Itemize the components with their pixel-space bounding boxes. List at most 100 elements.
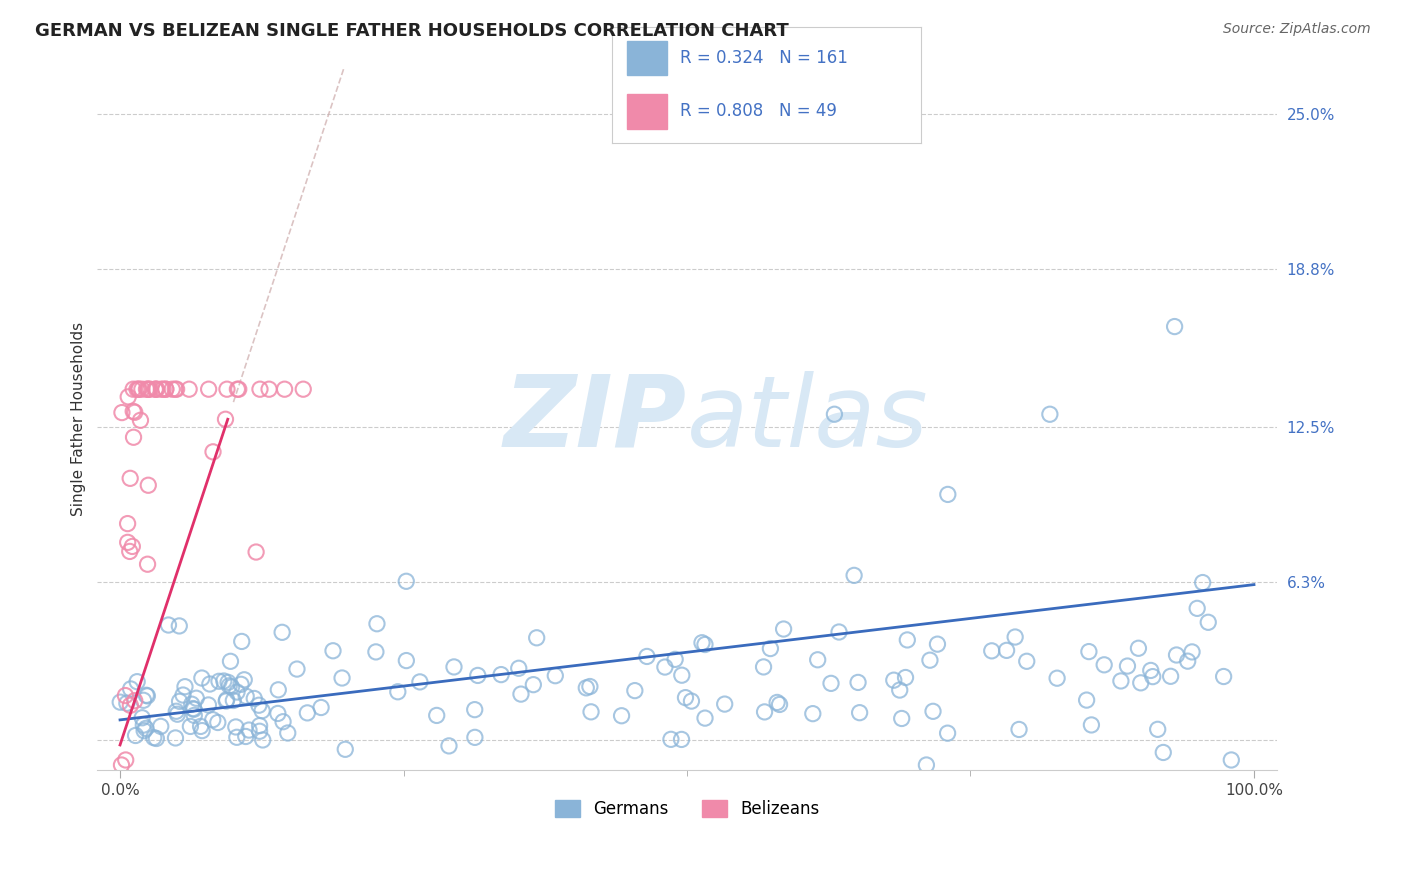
Point <box>426 708 449 723</box>
Point <box>142 731 165 745</box>
Point <box>1166 648 1188 662</box>
Point <box>848 706 870 720</box>
Point <box>243 691 266 706</box>
Point <box>766 695 789 709</box>
Point <box>823 407 845 421</box>
Point <box>114 689 136 703</box>
Point <box>190 719 212 733</box>
Point <box>233 673 256 687</box>
Point <box>772 622 794 636</box>
Point <box>181 701 204 715</box>
Point <box>395 574 418 589</box>
Point <box>180 697 202 711</box>
Point <box>610 708 633 723</box>
Legend: Germans, Belizeans: Germans, Belizeans <box>548 793 825 825</box>
Point <box>218 679 240 693</box>
Point <box>915 758 938 772</box>
Point <box>201 713 224 727</box>
Point <box>292 382 315 396</box>
Point <box>122 382 145 396</box>
Point <box>1077 644 1099 658</box>
Point <box>249 382 271 396</box>
Point <box>1220 753 1243 767</box>
Point <box>330 671 353 685</box>
Point <box>894 671 917 685</box>
Point <box>579 680 602 694</box>
Point <box>183 702 205 716</box>
Point <box>117 390 139 404</box>
Point <box>671 668 693 682</box>
Point <box>395 654 418 668</box>
Point <box>127 674 149 689</box>
Point <box>249 718 271 732</box>
Point <box>883 673 905 688</box>
Point <box>229 677 252 691</box>
Point <box>129 413 152 427</box>
Point <box>150 382 173 396</box>
Point <box>114 753 136 767</box>
Point <box>122 404 145 418</box>
Point <box>1128 641 1150 656</box>
Point <box>136 478 159 492</box>
Point <box>267 706 290 721</box>
Point <box>1152 746 1174 760</box>
Point <box>1008 723 1031 737</box>
Point <box>1185 601 1208 615</box>
Point <box>1181 645 1204 659</box>
Point <box>117 535 139 549</box>
Point <box>659 732 682 747</box>
Point <box>208 674 231 689</box>
Point <box>226 382 249 396</box>
Point <box>1212 669 1234 683</box>
Point <box>387 685 409 699</box>
Point <box>846 675 869 690</box>
Point <box>664 652 686 666</box>
Point <box>207 715 229 730</box>
Point <box>752 660 775 674</box>
Point <box>690 636 713 650</box>
Point <box>654 660 676 674</box>
Point <box>820 676 842 690</box>
Point <box>522 678 544 692</box>
Text: atlas: atlas <box>688 371 928 467</box>
Point <box>217 675 239 690</box>
Point <box>131 711 153 725</box>
Point <box>579 705 602 719</box>
Point <box>364 645 387 659</box>
Point <box>1080 718 1102 732</box>
Text: R = 0.808   N = 49: R = 0.808 N = 49 <box>679 103 837 120</box>
Point <box>132 718 155 732</box>
Point <box>128 382 150 396</box>
Text: R = 0.324   N = 161: R = 0.324 N = 161 <box>679 49 848 67</box>
Point <box>169 694 191 708</box>
Point <box>464 703 486 717</box>
Point <box>136 689 159 703</box>
Point <box>1015 654 1038 668</box>
Point <box>120 471 142 485</box>
Point <box>202 445 225 459</box>
Point <box>235 690 257 704</box>
Point <box>125 382 148 396</box>
Point <box>896 632 918 647</box>
Point <box>1197 615 1219 630</box>
Point <box>245 545 267 559</box>
Point <box>115 696 138 710</box>
Point <box>136 382 159 396</box>
Point <box>754 705 776 719</box>
Point <box>225 731 247 745</box>
Point <box>169 619 191 633</box>
Point <box>335 742 357 756</box>
Point <box>443 660 465 674</box>
Point <box>828 625 851 640</box>
Point <box>624 683 647 698</box>
Point <box>124 405 146 419</box>
Point <box>1163 319 1185 334</box>
Point <box>215 382 238 396</box>
Point <box>110 758 132 772</box>
Point <box>157 618 180 632</box>
Point <box>297 706 319 720</box>
Point <box>1142 670 1164 684</box>
Point <box>936 487 959 501</box>
Point <box>166 707 188 722</box>
Point <box>508 661 530 675</box>
